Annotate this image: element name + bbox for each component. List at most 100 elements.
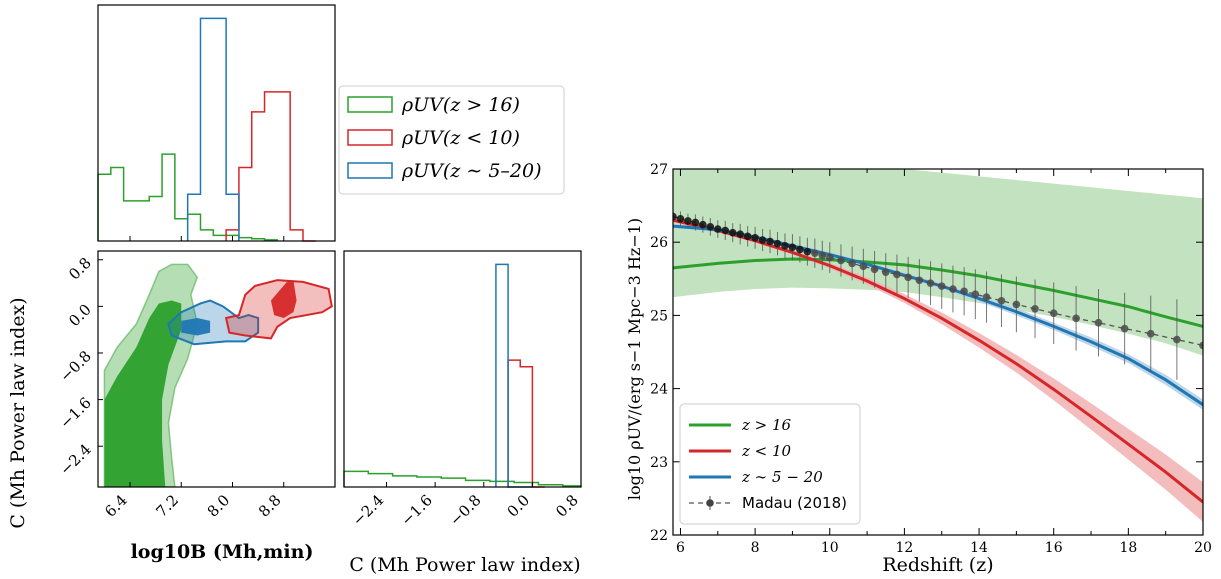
madau-point-10: [743, 232, 752, 241]
corner-legend-patch-0: [347, 96, 393, 113]
madau-point-39: [1049, 309, 1058, 318]
madau-point-35: [982, 293, 991, 301]
joint-xtick-label-0: 6.4: [101, 491, 131, 521]
line-madau: [673, 215, 1203, 347]
line-chart-plot-area: [673, 169, 1203, 522]
top-histogram: [97, 4, 336, 242]
right-hist-xlabel: C (Mh Power law index): [349, 554, 580, 576]
legend-label-2: z ∼ 5 − 20: [741, 468, 823, 486]
corner-legend-label-0: ρUV(z > 16): [401, 94, 520, 116]
joint-xlabel: log10B (Mh,min): [131, 541, 314, 563]
madau-point-45: [1199, 341, 1203, 350]
line-red: [673, 218, 1203, 504]
madau-point-12: [758, 236, 767, 244]
corner-legend-patch-2: [347, 162, 393, 179]
lc-xtick-label-4: 14: [970, 540, 988, 556]
madau-point-26: [881, 268, 890, 277]
lc-ytick-label-4: 26: [650, 235, 668, 251]
lc-xtick-label-6: 18: [1119, 540, 1137, 556]
joint-ytick-label-2: −0.8: [56, 347, 94, 385]
madau-point-20: [818, 251, 827, 260]
line-chart-legend-frame: [679, 403, 861, 525]
madau-point-14: [773, 239, 782, 248]
top-hist-frame: [97, 4, 336, 242]
line-chart-xlabel: Redshift (z): [882, 554, 993, 576]
madau-point-42: [1120, 324, 1129, 333]
lc-xtick-label-1: 8: [751, 540, 760, 556]
lc-xtick-label-2: 10: [821, 540, 839, 556]
legend-marker-3: [706, 499, 714, 507]
madau-point-41: [1094, 318, 1103, 327]
contour-red-inner: [270, 280, 297, 319]
madau-point-18: [803, 247, 812, 256]
joint-xtick-label-2: 8.0: [204, 491, 234, 521]
lc-ytick-label-3: 25: [650, 308, 668, 324]
madau-point-27: [893, 270, 901, 279]
corner-legend-label-1: ρUV(z < 10): [401, 127, 520, 149]
madau-point-6: [713, 225, 722, 233]
joint-ytick-label-3: −1.6: [56, 394, 94, 432]
lc-ytick-label-0: 22: [650, 528, 668, 544]
madau-point-44: [1173, 335, 1181, 344]
right-hist-red-series: [507, 359, 545, 488]
madau-point-17: [796, 245, 804, 254]
joint-xtick-label-1: 7.2: [152, 491, 182, 521]
lc-ytick-label-1: 23: [650, 455, 668, 471]
contour-green-inner: [104, 300, 182, 487]
line-chart-frame: [672, 168, 1204, 536]
joint-contour-panel: 6.4 7.2 8.0 8.8 0.8 0.0 −0.8 −1.6 −2.4: [56, 250, 336, 521]
madau-point-16: [788, 243, 797, 252]
madau-point-19: [811, 249, 819, 257]
lc-xtick-label-3: 12: [895, 540, 913, 556]
joint-xtick-label-3: 8.8: [255, 491, 285, 521]
madau-point-0: [673, 212, 677, 221]
joint-contours: [103, 263, 333, 487]
right-hist-blue-series: [495, 263, 533, 488]
line-chart-legend: z > 16 z < 10 z ∼ 5 − 20 Madau (2018): [679, 403, 861, 525]
joint-ytick-label-4: −2.4: [56, 440, 94, 478]
lc-xtick-label-5: 16: [1045, 540, 1063, 556]
madau-point-43: [1146, 329, 1155, 338]
madau-point-34: [971, 290, 980, 298]
right-histogram: −2.4 −1.6 −0.8 0.0 0.8: [343, 250, 582, 530]
madau-point-40: [1072, 314, 1080, 323]
madau-point-15: [781, 242, 789, 250]
madau-point-4: [699, 220, 707, 229]
madau-point-8: [728, 228, 737, 237]
madau-point-11: [751, 234, 759, 242]
madau-point-31: [937, 282, 946, 290]
contour-blue-inner: [181, 318, 211, 336]
corner-legend: ρUV(z > 16) ρUV(z < 10) ρUV(z ∼ 5–20): [338, 85, 565, 195]
madau-point-30: [926, 279, 935, 287]
joint-ytick-label-1: 0.0: [65, 300, 95, 330]
madau-point-2: [684, 217, 692, 225]
madau-point-33: [960, 287, 968, 296]
lc-ytick-label-2: 24: [650, 382, 668, 398]
madau-point-5: [706, 223, 715, 231]
right-hist-green-series: [343, 470, 582, 487]
joint-frame: [97, 250, 336, 488]
lc-xtick-label-0: 6: [676, 540, 685, 556]
corner-legend-frame: [338, 85, 565, 195]
madau-point-7: [721, 226, 730, 235]
line-chart-ylabel: log10 ρUV/(erg s−1 Mpc−3 Hz−1): [625, 218, 644, 500]
joint-ytick-label-0: 0.8: [65, 254, 95, 284]
band-green: [673, 169, 1203, 356]
right-hist-frame: [343, 250, 582, 488]
right-hist-xtick-label-4: 0.8: [552, 491, 582, 521]
madau-point-37: [1012, 300, 1021, 309]
right-hist-xtick-label-3: 0.0: [504, 491, 534, 521]
legend-label-0: z > 16: [741, 416, 792, 434]
madau-point-22: [837, 256, 845, 265]
right-hist-xtick-label-0: −2.4: [349, 491, 387, 529]
madau-point-3: [691, 218, 700, 227]
madau-point-24: [859, 262, 868, 271]
legend-label-1: z < 10: [741, 442, 792, 460]
top-hist-blue-series: [186, 17, 240, 241]
madau-point-36: [997, 296, 1006, 305]
madau-point-29: [915, 276, 924, 285]
joint-ylabel: C (Mh Power law index): [7, 297, 29, 528]
legend-label-3: Madau (2018): [742, 494, 847, 512]
madau-point-23: [848, 259, 856, 268]
